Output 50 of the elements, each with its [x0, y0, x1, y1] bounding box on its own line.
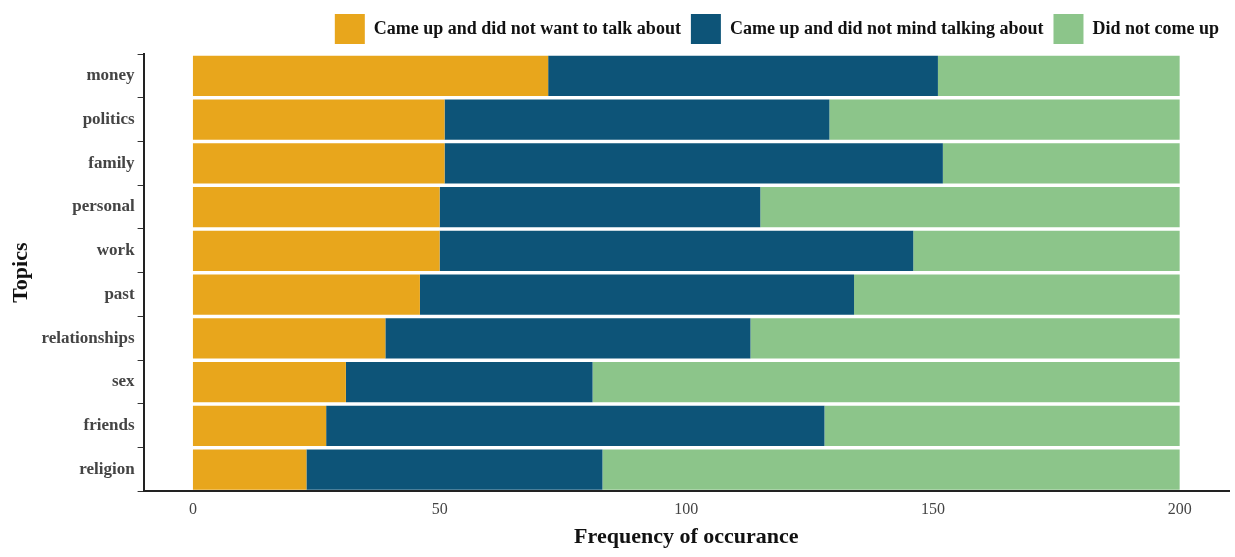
x-tick-label: 50: [431, 500, 448, 518]
bar: [824, 405, 1180, 446]
bar: [192, 55, 549, 96]
y-tick-label: relationships: [41, 327, 135, 347]
bar: [444, 99, 830, 140]
bar: [937, 55, 1180, 96]
bar: [192, 318, 386, 359]
bar: [942, 143, 1180, 184]
bar: [385, 318, 751, 359]
legend-label: Came up and did not mind talking about: [729, 17, 1044, 38]
y-tick-label: family: [88, 152, 136, 172]
bar: [192, 230, 440, 271]
bar: [306, 449, 603, 490]
y-tick-label: sex: [111, 371, 136, 391]
bar: [829, 99, 1180, 140]
x-tick-label: 150: [920, 500, 945, 518]
legend-label: Came up and did not want to talk about: [373, 17, 681, 38]
legend-label: Did not come up: [1092, 17, 1220, 38]
x-tick-label: 100: [674, 500, 699, 518]
bar: [192, 186, 440, 228]
bar: [750, 318, 1180, 359]
bar: [192, 99, 445, 140]
bar: [439, 230, 914, 271]
bar: [760, 186, 1180, 228]
bar: [192, 274, 420, 315]
bar: [548, 55, 938, 96]
y-tick-label: money: [86, 65, 136, 85]
y-tick-label: personal: [72, 196, 135, 216]
bar: [444, 143, 943, 184]
bar: [602, 449, 1180, 490]
bar: [592, 361, 1180, 403]
x-tick-label: 0: [188, 500, 197, 518]
x-axis-title: Frequency of occurance: [574, 523, 799, 549]
bar: [192, 405, 327, 446]
y-tick-label: religion: [79, 458, 136, 478]
bar: [192, 143, 445, 184]
y-tick-label: friends: [83, 415, 135, 435]
bar: [913, 230, 1180, 271]
y-tick-label: work: [96, 240, 136, 260]
bar: [326, 405, 825, 446]
y-tick-label: politics: [82, 109, 135, 128]
y-axis-title: Topics: [6, 242, 32, 303]
bar: [854, 274, 1180, 315]
x-tick-label: 200: [1167, 500, 1192, 518]
bar: [192, 361, 346, 403]
y-tick-label: past: [104, 283, 135, 303]
bar: [192, 449, 307, 490]
bar: [419, 274, 855, 315]
bar: [345, 361, 593, 403]
bar: [439, 186, 761, 228]
